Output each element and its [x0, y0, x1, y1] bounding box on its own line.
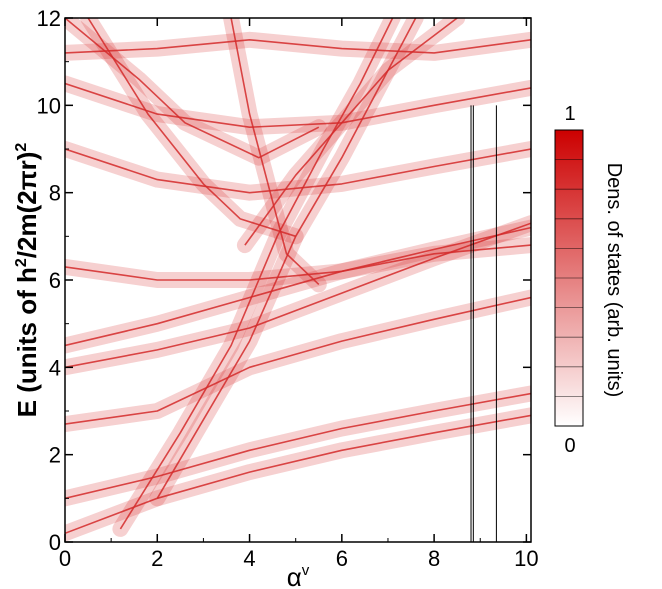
y-tick-label: 8	[49, 181, 61, 206]
colorbar-title: Dens. of states (arb. units)	[603, 163, 625, 398]
y-tick-label: 10	[37, 93, 61, 118]
x-axis-superscript: v	[302, 562, 310, 579]
x-tick-label: 0	[59, 546, 71, 571]
x-tick-label: 4	[243, 546, 255, 571]
x-axis-symbol: α	[287, 562, 302, 589]
x-tick-label: 6	[336, 546, 348, 571]
y-axis: 0 2 4 6 8 10 12	[37, 6, 531, 555]
x-axis-title: αv	[287, 562, 310, 589]
band-line-14	[65, 18, 320, 159]
y-axis-title: E (units of h2/2m(2πr)2	[12, 143, 42, 418]
y-axis-title-mid: /2m(2πr)	[12, 152, 42, 259]
y-axis-title-sup2: 2	[13, 143, 30, 152]
dos-bands	[65, 18, 531, 542]
x-tick-label: 8	[428, 546, 440, 571]
band-line-5	[65, 244, 531, 281]
x-tick-label: 10	[514, 546, 538, 571]
band-line-8	[65, 39, 531, 54]
x-tick-label: 2	[151, 546, 163, 571]
band-line-11	[230, 18, 320, 285]
band-line-6	[65, 148, 531, 194]
band-line-0	[65, 414, 531, 535]
band-line-7	[65, 82, 531, 128]
y-tick-label: 12	[37, 6, 61, 31]
band-line-1	[65, 392, 531, 500]
colorbar-min-label: 0	[564, 435, 575, 457]
x-axis: 0 2 4 6 8 10	[59, 18, 539, 571]
colorbar: 1 0 Dens. of states (arb. units)	[554, 103, 625, 457]
band-halo-8	[65, 31, 531, 61]
reference-lines	[470, 105, 497, 542]
band-line-4	[65, 226, 531, 347]
band-line-9	[119, 18, 394, 530]
band-line-2	[65, 296, 531, 425]
colorbar-ticks	[555, 129, 583, 427]
colorbar-max-label: 1	[564, 103, 575, 125]
y-axis-title-sup1: 2	[13, 258, 30, 267]
y-tick-label: 2	[49, 443, 61, 468]
y-tick-label: 0	[49, 530, 61, 555]
band-line-13	[244, 18, 458, 246]
y-tick-label: 6	[49, 268, 61, 293]
y-tick-label: 4	[49, 355, 61, 380]
y-axis-title-main: E (units of h	[12, 267, 42, 417]
